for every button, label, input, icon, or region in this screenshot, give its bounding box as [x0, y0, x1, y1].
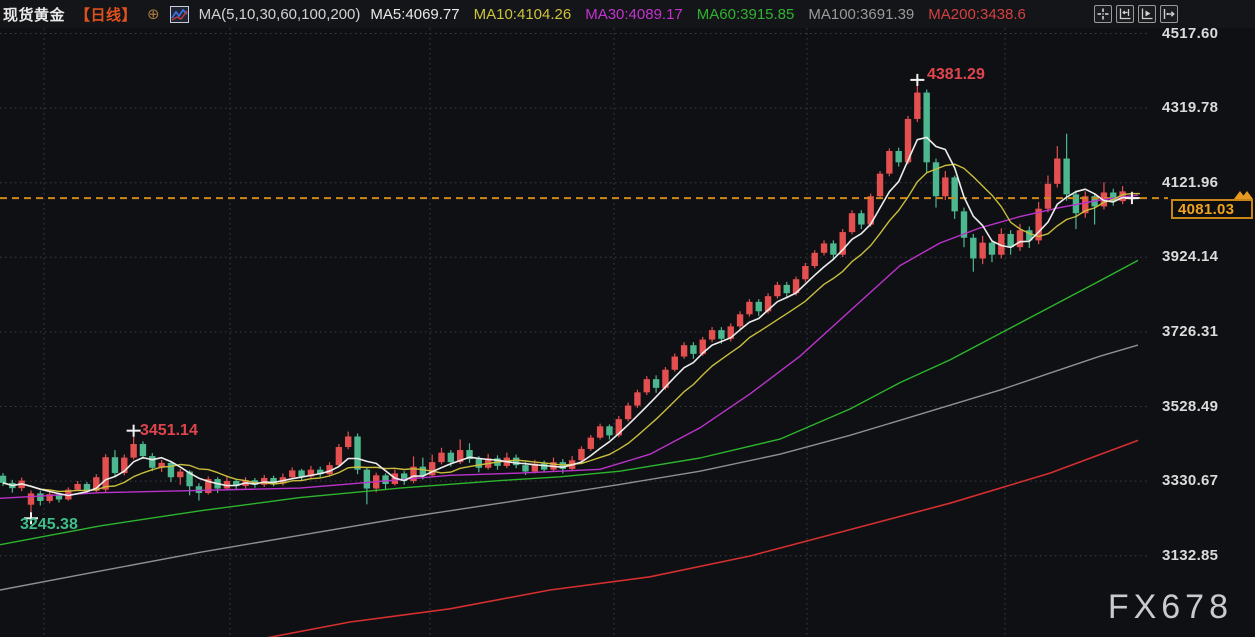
ma5-value[interactable]: MA5:4069.77	[370, 5, 460, 23]
ma-values-row: MA5:4069.77 MA10:4104.26 MA30:4089.17 MA60:…	[370, 6, 1025, 23]
price-axis-label: 4121.96	[1162, 173, 1219, 191]
ma60-value[interactable]: MA60:3915.85	[696, 5, 795, 23]
ma10-value[interactable]: MA10:4104.26	[473, 5, 572, 23]
ma-parameters-label[interactable]: MA(5,10,30,60,100,200)	[198, 5, 361, 23]
collapse-right-icon[interactable]	[1160, 5, 1178, 23]
last-price-badge: 4081.03	[1171, 199, 1253, 219]
symbol-title: 现货黄金	[3, 6, 66, 24]
price-axis-label: 3924.14	[1162, 248, 1219, 266]
axis-scale-right-icon[interactable]	[1138, 5, 1156, 23]
price-axis-label: 3528.49	[1162, 397, 1219, 415]
price-axis-label: 4319.78	[1162, 99, 1219, 117]
fx678-watermark: FX678	[1107, 588, 1233, 626]
price-axis-label: 3132.85	[1162, 546, 1219, 564]
scroll-to-latest-icon[interactable]	[1232, 186, 1254, 205]
chart-toolbar	[1094, 5, 1178, 23]
timeframe-label: 【日线】	[75, 6, 138, 24]
price-axis-label: 3726.31	[1162, 322, 1219, 340]
pan-crosshair-icon[interactable]	[1094, 5, 1112, 23]
ma30-value[interactable]: MA30:4089.17	[585, 5, 683, 23]
extreme-price-annotation: 4381.29	[927, 66, 985, 83]
last-price-value: 4081.03	[1178, 200, 1235, 218]
ma100-value[interactable]: MA100:3691.39	[808, 5, 915, 23]
ma200-value[interactable]: MA200:3438.6	[928, 5, 1026, 23]
circle-plus-icon[interactable]: ⊕	[147, 5, 160, 23]
chart-header: 现货黄金 【日线】 ⊕ MA(5,10,30,60,100,200) MA5:4…	[0, 0, 1255, 28]
extreme-price-annotation: 3245.38	[20, 516, 78, 533]
price-axis-label: 3330.67	[1162, 472, 1219, 490]
extreme-price-annotation: 3451.14	[140, 422, 198, 439]
price-axis-label: 4517.60	[1162, 24, 1219, 42]
axis-scale-left-icon[interactable]	[1116, 5, 1134, 23]
indicator-mini-chart-icon[interactable]	[169, 5, 189, 23]
